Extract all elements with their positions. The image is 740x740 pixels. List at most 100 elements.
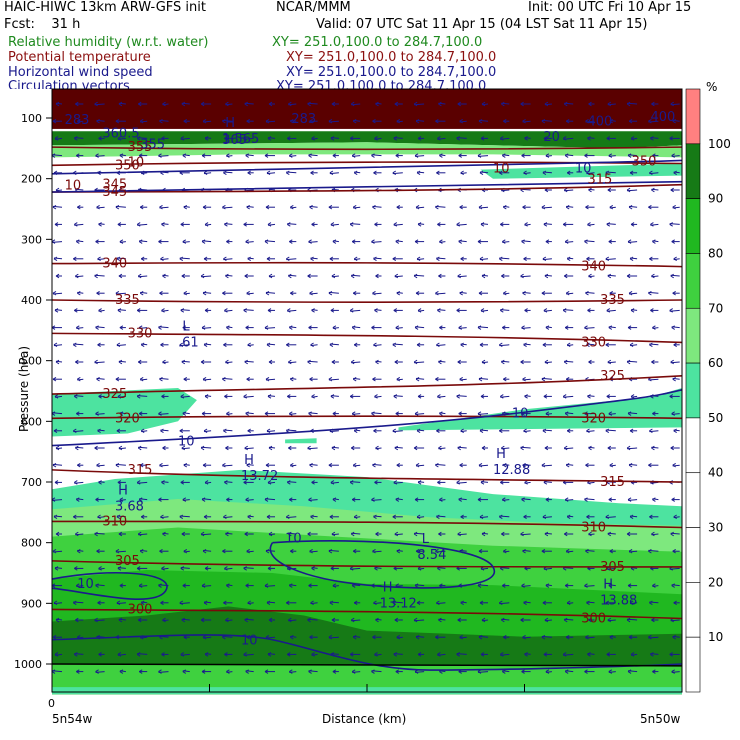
circulation-vector-head <box>417 480 422 485</box>
circulation-vector-head <box>201 325 206 330</box>
circulation-vector-head <box>626 445 631 451</box>
circulation-vector-head <box>115 376 120 382</box>
circulation-vector-head <box>203 342 208 348</box>
circulation-vector-head <box>566 514 571 520</box>
circulation-vector-head <box>180 480 185 485</box>
circulation-vector-head <box>119 153 124 158</box>
circulation-vector-head <box>522 290 526 296</box>
circulation-vector-head <box>415 204 420 210</box>
circulation-vector-head <box>564 239 569 244</box>
circulation-vector-head <box>116 428 121 434</box>
circulation-vector-head <box>55 359 60 365</box>
circulation-vector-head <box>329 600 334 606</box>
circulation-vector-head <box>226 325 230 330</box>
circulation-vector-head <box>351 497 356 502</box>
circulation-vector-head <box>267 308 272 313</box>
circulation-vector-head <box>115 118 120 124</box>
circulation-vector-head <box>311 222 315 227</box>
circulation-vector-head <box>585 634 589 640</box>
circulation-vector-head <box>542 428 547 434</box>
circulation-vector-head <box>564 325 569 330</box>
circulation-vector-head <box>288 531 292 537</box>
upper-label-3: 400 <box>651 110 676 125</box>
circulation-vector-head <box>375 273 379 279</box>
upper-label-2: 400 <box>588 114 613 129</box>
circulation-vector-head <box>310 342 314 348</box>
circulation-vector-head <box>264 669 269 674</box>
circulation-vector-head <box>77 462 81 468</box>
circulation-vector-head <box>223 428 227 434</box>
circulation-vector-head <box>119 325 124 330</box>
circulation-vector-head <box>648 290 652 296</box>
circulation-vector-head <box>96 462 100 468</box>
circulation-vector-head <box>116 342 121 348</box>
circulation-vector-head <box>98 652 102 657</box>
circulation-vector-head <box>588 101 592 107</box>
circulation-vector-head <box>415 548 420 554</box>
circulation-vector-head <box>541 118 546 124</box>
circulation-vector-head <box>630 652 635 657</box>
circulation-vector-head <box>74 136 78 141</box>
circulation-vector-head <box>116 256 121 262</box>
circulation-vector-head <box>414 497 419 502</box>
circulation-vector-head <box>247 342 251 348</box>
circulation-vector-head <box>161 652 165 657</box>
circulation-vector-head <box>137 617 142 623</box>
circulation-vector-head <box>351 153 356 158</box>
circulation-vector-head <box>522 204 526 210</box>
circulation-vector-head <box>673 428 677 434</box>
circulation-vector-head <box>162 531 166 537</box>
circulation-vector-head <box>243 394 247 399</box>
circulation-vector-head <box>330 222 335 227</box>
circulation-vector-head <box>542 342 547 348</box>
circulation-vector-head <box>439 239 443 244</box>
extremum-marker-2: H <box>118 483 128 498</box>
colorbar-label-60: 60 <box>708 356 723 370</box>
circulation-vector-head <box>247 428 251 434</box>
circulation-vector-head <box>244 531 248 537</box>
wind-contour-surface <box>51 634 683 671</box>
circulation-vector-head <box>286 600 290 606</box>
x-axis-label: Distance (km) <box>322 712 407 726</box>
circulation-vector-head <box>204 394 209 399</box>
circulation-vector-head <box>349 222 354 227</box>
circulation-vector-head <box>672 290 676 296</box>
circulation-vector-head <box>457 617 461 623</box>
circulation-vector-head <box>394 101 399 107</box>
circulation-vector-head <box>266 514 271 520</box>
circulation-vector-head <box>331 359 336 365</box>
circulation-vector-head <box>670 273 674 279</box>
circulation-vector-head <box>544 273 549 279</box>
circulation-vector-head <box>544 445 549 451</box>
circulation-vector-head <box>286 170 290 176</box>
circulation-vector-head <box>74 308 78 313</box>
circulation-vector-head <box>244 445 248 451</box>
circulation-vector-head <box>224 394 228 399</box>
circulation-vector-head <box>308 583 312 588</box>
circulation-vector-head <box>204 566 209 571</box>
theta-contour-325 <box>51 375 683 395</box>
circulation-vector-head <box>586 514 590 520</box>
circulation-vector-head <box>627 583 632 588</box>
theta-label-right-320: 320 <box>581 411 606 426</box>
circulation-vector-head <box>286 342 290 348</box>
circulation-vector-head <box>503 634 507 640</box>
circulation-vector-head <box>459 376 463 382</box>
circulation-vector-head <box>499 514 503 520</box>
circulation-vector-head <box>328 290 333 296</box>
circulation-vector-head <box>457 445 461 451</box>
field-xy-theta: XY= 251.0,100.0 to 284.7,100.0 <box>286 50 497 65</box>
colorbar-label-80: 80 <box>708 246 723 260</box>
circulation-vector-head <box>586 256 590 262</box>
circulation-vector-head <box>500 394 504 399</box>
circulation-vector-head <box>118 531 123 537</box>
circulation-vector-head <box>179 428 184 434</box>
circulation-vector-head <box>478 118 483 124</box>
circulation-vector-head <box>627 497 632 502</box>
circulation-vector-head <box>331 101 336 107</box>
circulation-vector-head <box>138 153 143 158</box>
circulation-vector-head <box>268 617 273 623</box>
circulation-vector-head <box>672 548 676 554</box>
circulation-vector-head <box>649 256 653 262</box>
rh-fill-small-patch <box>285 438 317 444</box>
